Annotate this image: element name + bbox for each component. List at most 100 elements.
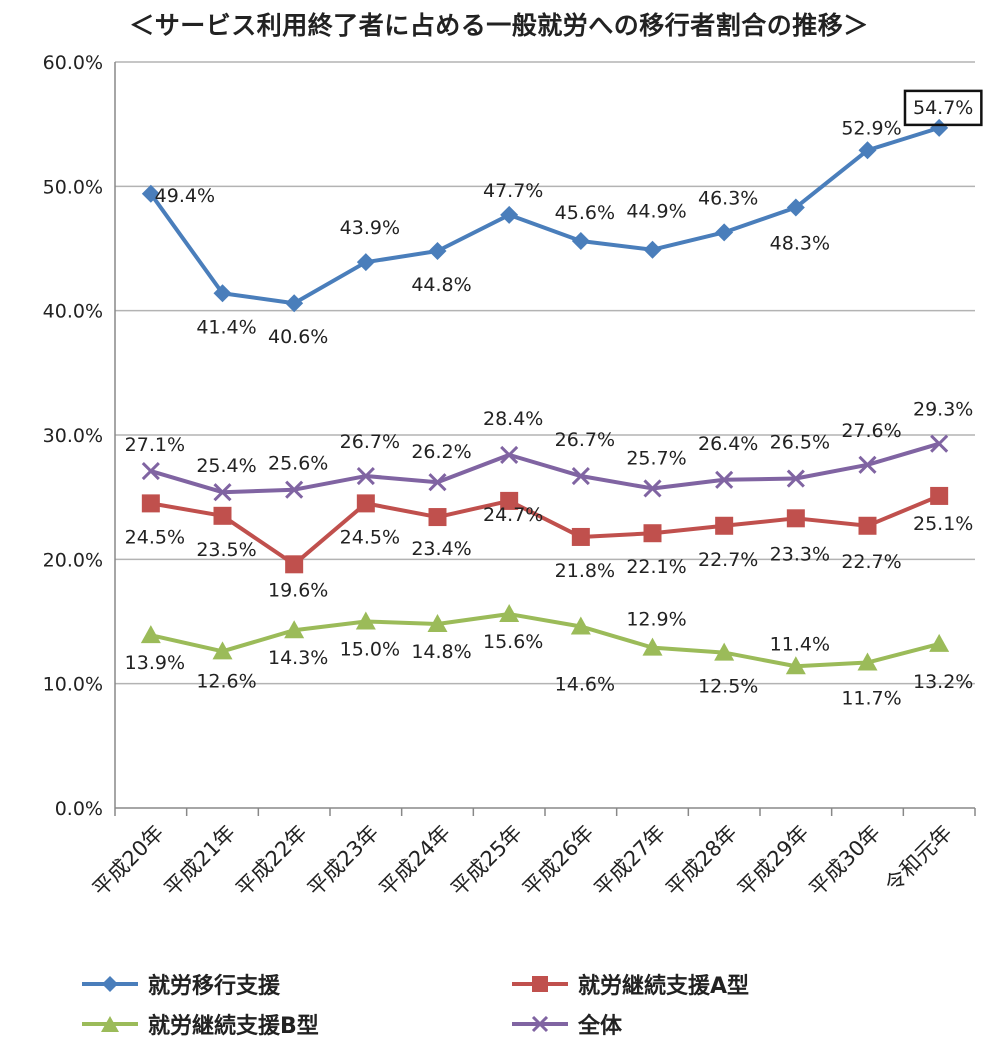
data-label: 11.4% — [770, 633, 830, 655]
data-label: 25.4% — [196, 455, 256, 477]
data-point — [285, 480, 304, 499]
data-label: 24.7% — [483, 504, 543, 526]
data-point — [786, 198, 805, 217]
data-label: 14.8% — [411, 641, 471, 663]
data-point — [428, 241, 447, 260]
data-point — [500, 491, 519, 510]
legend-marker-triangle-icon — [82, 1016, 138, 1032]
data-label: 28.4% — [483, 408, 543, 430]
x-tick-label: 平成27年 — [590, 821, 670, 901]
data-label: 23.3% — [770, 543, 830, 565]
data-point — [356, 466, 375, 486]
data-label: 40.6% — [268, 326, 328, 348]
data-point — [786, 469, 805, 488]
data-point — [857, 652, 878, 671]
data-label: 54.7% — [913, 97, 973, 119]
data-point — [141, 494, 160, 513]
data-label: 22.1% — [626, 556, 686, 578]
data-point — [212, 641, 233, 660]
data-label: 13.9% — [125, 652, 185, 674]
y-tick-label: 60.0% — [43, 52, 103, 74]
legend-item-2: 就労継続支援B型 — [80, 1008, 319, 1040]
data-label: 45.6% — [555, 202, 615, 224]
data-point — [428, 508, 447, 527]
data-point — [355, 611, 376, 630]
data-label: 41.4% — [196, 316, 256, 338]
y-tick-label: 10.0% — [43, 674, 103, 696]
data-point — [643, 240, 662, 259]
data-label: 15.6% — [483, 631, 543, 653]
data-label: 25.6% — [268, 453, 328, 475]
data-point — [570, 616, 591, 635]
series-line-1 — [150, 494, 940, 567]
data-point — [858, 141, 877, 160]
data-label: 49.4% — [155, 185, 215, 207]
data-point — [715, 223, 734, 242]
data-point — [715, 470, 734, 489]
data-point — [930, 434, 949, 453]
x-tick-label: 平成28年 — [661, 821, 741, 901]
y-tick-label: 40.0% — [43, 301, 103, 323]
data-label: 14.6% — [555, 673, 615, 695]
series-line-3 — [150, 441, 940, 495]
data-point — [284, 620, 305, 639]
data-label: 27.1% — [125, 434, 185, 456]
data-point — [141, 461, 160, 481]
data-label: 24.5% — [125, 526, 185, 548]
y-tick-label: 50.0% — [43, 176, 103, 198]
x-tick-label: 平成26年 — [518, 821, 598, 901]
data-point — [571, 232, 590, 251]
legend-label-0: 就労移行支援 — [148, 974, 281, 999]
data-point — [213, 284, 232, 303]
data-point — [643, 524, 662, 543]
data-point — [858, 455, 877, 474]
data-point — [141, 184, 160, 203]
x-tick-label: 平成23年 — [303, 821, 383, 901]
data-point — [930, 486, 949, 505]
data-label: 52.9% — [841, 117, 901, 139]
legend-marker-square-icon — [512, 976, 568, 992]
data-label: 44.8% — [411, 274, 471, 296]
data-label: 22.7% — [698, 549, 758, 571]
data-label: 23.5% — [196, 539, 256, 561]
legend-item-3: 全体 — [510, 1008, 622, 1040]
data-label: 26.7% — [340, 431, 400, 453]
series-line-0 — [149, 125, 940, 306]
data-label: 26.5% — [770, 432, 830, 454]
data-point — [929, 633, 950, 652]
data-point — [427, 613, 448, 632]
legend-marker-x-icon — [512, 1015, 568, 1033]
data-label: 24.5% — [340, 526, 400, 548]
data-label: 48.3% — [770, 232, 830, 254]
series-line-2 — [150, 612, 940, 669]
legend-label-1: 就労継続支援A型 — [578, 974, 750, 999]
data-point — [571, 527, 590, 546]
data-point — [213, 483, 232, 502]
x-tick-label: 平成30年 — [805, 821, 885, 901]
data-label: 13.2% — [913, 671, 973, 693]
data-label: 19.6% — [268, 579, 328, 601]
data-label: 25.7% — [626, 447, 686, 469]
legend-item-0: 就労移行支援 — [80, 968, 280, 1000]
x-tick-label: 平成21年 — [160, 821, 240, 901]
data-point — [786, 509, 805, 528]
legend-marker-diamond-icon — [82, 976, 138, 992]
data-label: 11.7% — [841, 688, 901, 710]
data-point — [213, 506, 232, 525]
x-tick-label: 平成22年 — [231, 821, 311, 901]
data-point — [500, 205, 519, 224]
x-tick-label: 令和元年 — [880, 821, 956, 897]
data-label: 23.4% — [411, 538, 471, 560]
data-point — [930, 118, 949, 137]
data-label: 14.3% — [268, 647, 328, 669]
data-label: 15.0% — [340, 639, 400, 661]
data-label: 47.7% — [483, 180, 543, 202]
data-point — [356, 494, 375, 513]
data-label: 26.7% — [555, 429, 615, 451]
data-point — [571, 466, 590, 486]
data-point — [714, 642, 735, 661]
data-point — [643, 479, 662, 498]
data-point — [356, 253, 375, 272]
data-point — [642, 637, 663, 656]
data-point — [499, 604, 520, 623]
